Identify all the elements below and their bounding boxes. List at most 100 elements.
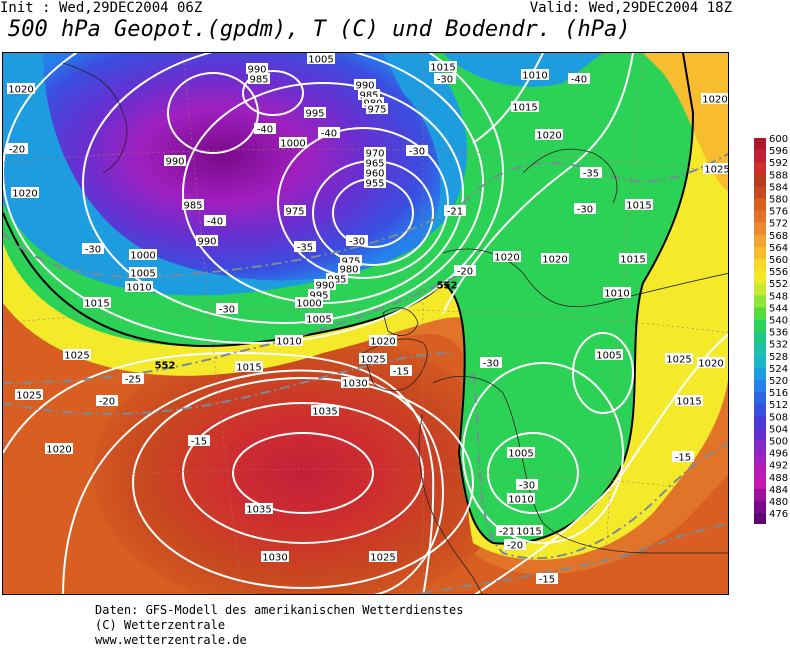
pressure-value: 1010 [604,289,629,300]
pressure-label: -30 [434,73,456,86]
pressure-value: -35 [297,243,313,254]
pressure-value: 1005 [308,55,333,66]
pressure-value: 1025 [704,165,729,176]
legend-swatch [754,162,766,175]
legend-level-label: 556 [769,267,788,278]
legend-swatch [754,246,766,260]
pressure-label: 1010 [521,69,549,82]
pressure-label: 1025 [369,551,397,564]
pressure-value: -21 [499,527,515,538]
pressure-value: 1010 [126,283,151,294]
pressure-label: -40 [318,127,340,140]
weather-map: 1020 1020 -20 990 985 1005 1015 -30 1010 -40 1020 9… [2,52,729,595]
pressure-value: -20 [9,145,25,156]
pressure-label: 990 [314,279,336,292]
pressure-label: -30 [216,303,238,316]
pressure-label: 1015 [511,101,539,114]
pressure-label: 1020 [701,93,728,106]
legend-level-label: 520 [769,376,788,387]
valid-time: Valid: Wed,29DEC2004 18Z [529,0,732,16]
pressure-label: 1005 [595,349,623,362]
pressure-label: -20 [96,395,118,408]
pressure-label: 1020 [7,83,35,96]
pressure-value: 1025 [370,553,395,564]
pressure-label: 985 [358,89,380,102]
legend-level-label: 504 [769,424,788,435]
pressure-value: 955 [365,179,384,190]
pressure-value: 1000 [280,139,305,150]
pressure-label: 1015 [83,297,111,310]
init-time: Init : Wed,29DEC2004 06Z [0,0,203,16]
legend-level-label: 572 [769,219,788,230]
pressure-value: 1025 [666,355,691,366]
pressure-label: -21 [496,525,518,538]
pressure-value: 995 [305,109,324,120]
pressure-value: -30 [519,481,535,492]
pressure-value: 1020 [494,253,519,264]
pressure-value: 985 [249,75,268,86]
pressure-label: 990 [354,79,376,92]
pressure-label: -40 [568,73,590,86]
pressure-value: 1005 [596,351,621,362]
pressure-value: 1020 [370,337,395,348]
legend-level-label: 552 [769,279,788,290]
pressure-value: -20 [457,267,473,278]
pressure-label: 1020 [535,129,563,142]
legend-swatch [754,404,766,417]
pressure-label: -25 [122,373,144,386]
pressure-value: -30 [85,245,101,256]
legend-swatch [754,488,766,502]
pressure-value: 995 [309,291,328,302]
pressure-label: -15 [536,573,558,586]
pressure-label: -35 [294,241,316,254]
legend-level-label: 560 [769,255,788,266]
pressure-value: -20 [507,541,523,552]
pressure-value: 960 [365,169,384,180]
pressure-label: 1025 [703,163,729,176]
legend-swatch [754,416,766,429]
pressure-label: 1015 [619,253,647,266]
legend-swatch [754,367,766,381]
pressure-value: 1010 [276,337,301,348]
pressure-value: -35 [583,169,599,180]
pressure-label: 955 [364,177,386,190]
legend-swatch [754,331,766,345]
legend-swatch [754,283,766,296]
pressure-label: 1005 [507,447,535,460]
legend-level-label: 540 [769,316,788,327]
pressure-label: 1020 [493,251,521,264]
pressure-label: 1010 [507,493,535,506]
pressure-value: 1005 [130,269,155,280]
pressure-value: -15 [539,575,555,586]
pressure-label: 1000 [129,249,157,262]
pressure-label: 985 [182,199,204,212]
geopot-value: 552 [437,281,458,292]
pressure-value: 1000 [130,251,155,262]
pressure-label: 1030 [341,377,369,390]
legend-level-label: 508 [769,412,788,423]
pressure-value: 1005 [508,449,533,460]
pressure-label: 990 [196,235,218,248]
pressure-label: 980 [338,263,360,276]
legend-level-label: 476 [769,509,788,520]
legend-swatch [754,259,766,272]
pressure-value: -20 [99,397,115,408]
pressure-value: -15 [191,437,207,448]
color-legend: 600 596 592 588 584 580 576 572 568 564 560 556 552 5… [752,132,790,524]
pressure-label: 1030 [261,551,289,564]
pressure-label: 985 [326,273,348,286]
pressure-value: -40 [207,217,223,228]
pressure-value: 965 [365,159,384,170]
pressure-value: 990 [197,237,216,248]
pressure-label: 995 [308,289,330,302]
pressure-label: 1025 [359,353,387,366]
legend-swatch [754,319,766,333]
legend-swatch [754,307,766,320]
legend-swatch [754,210,766,224]
pressure-label: -15 [390,365,412,378]
pressure-value: 980 [339,265,358,276]
pressure-value: 975 [341,257,360,268]
legend-swatch [754,428,766,441]
legend-swatch [754,150,766,163]
pressure-value: -40 [321,129,337,140]
